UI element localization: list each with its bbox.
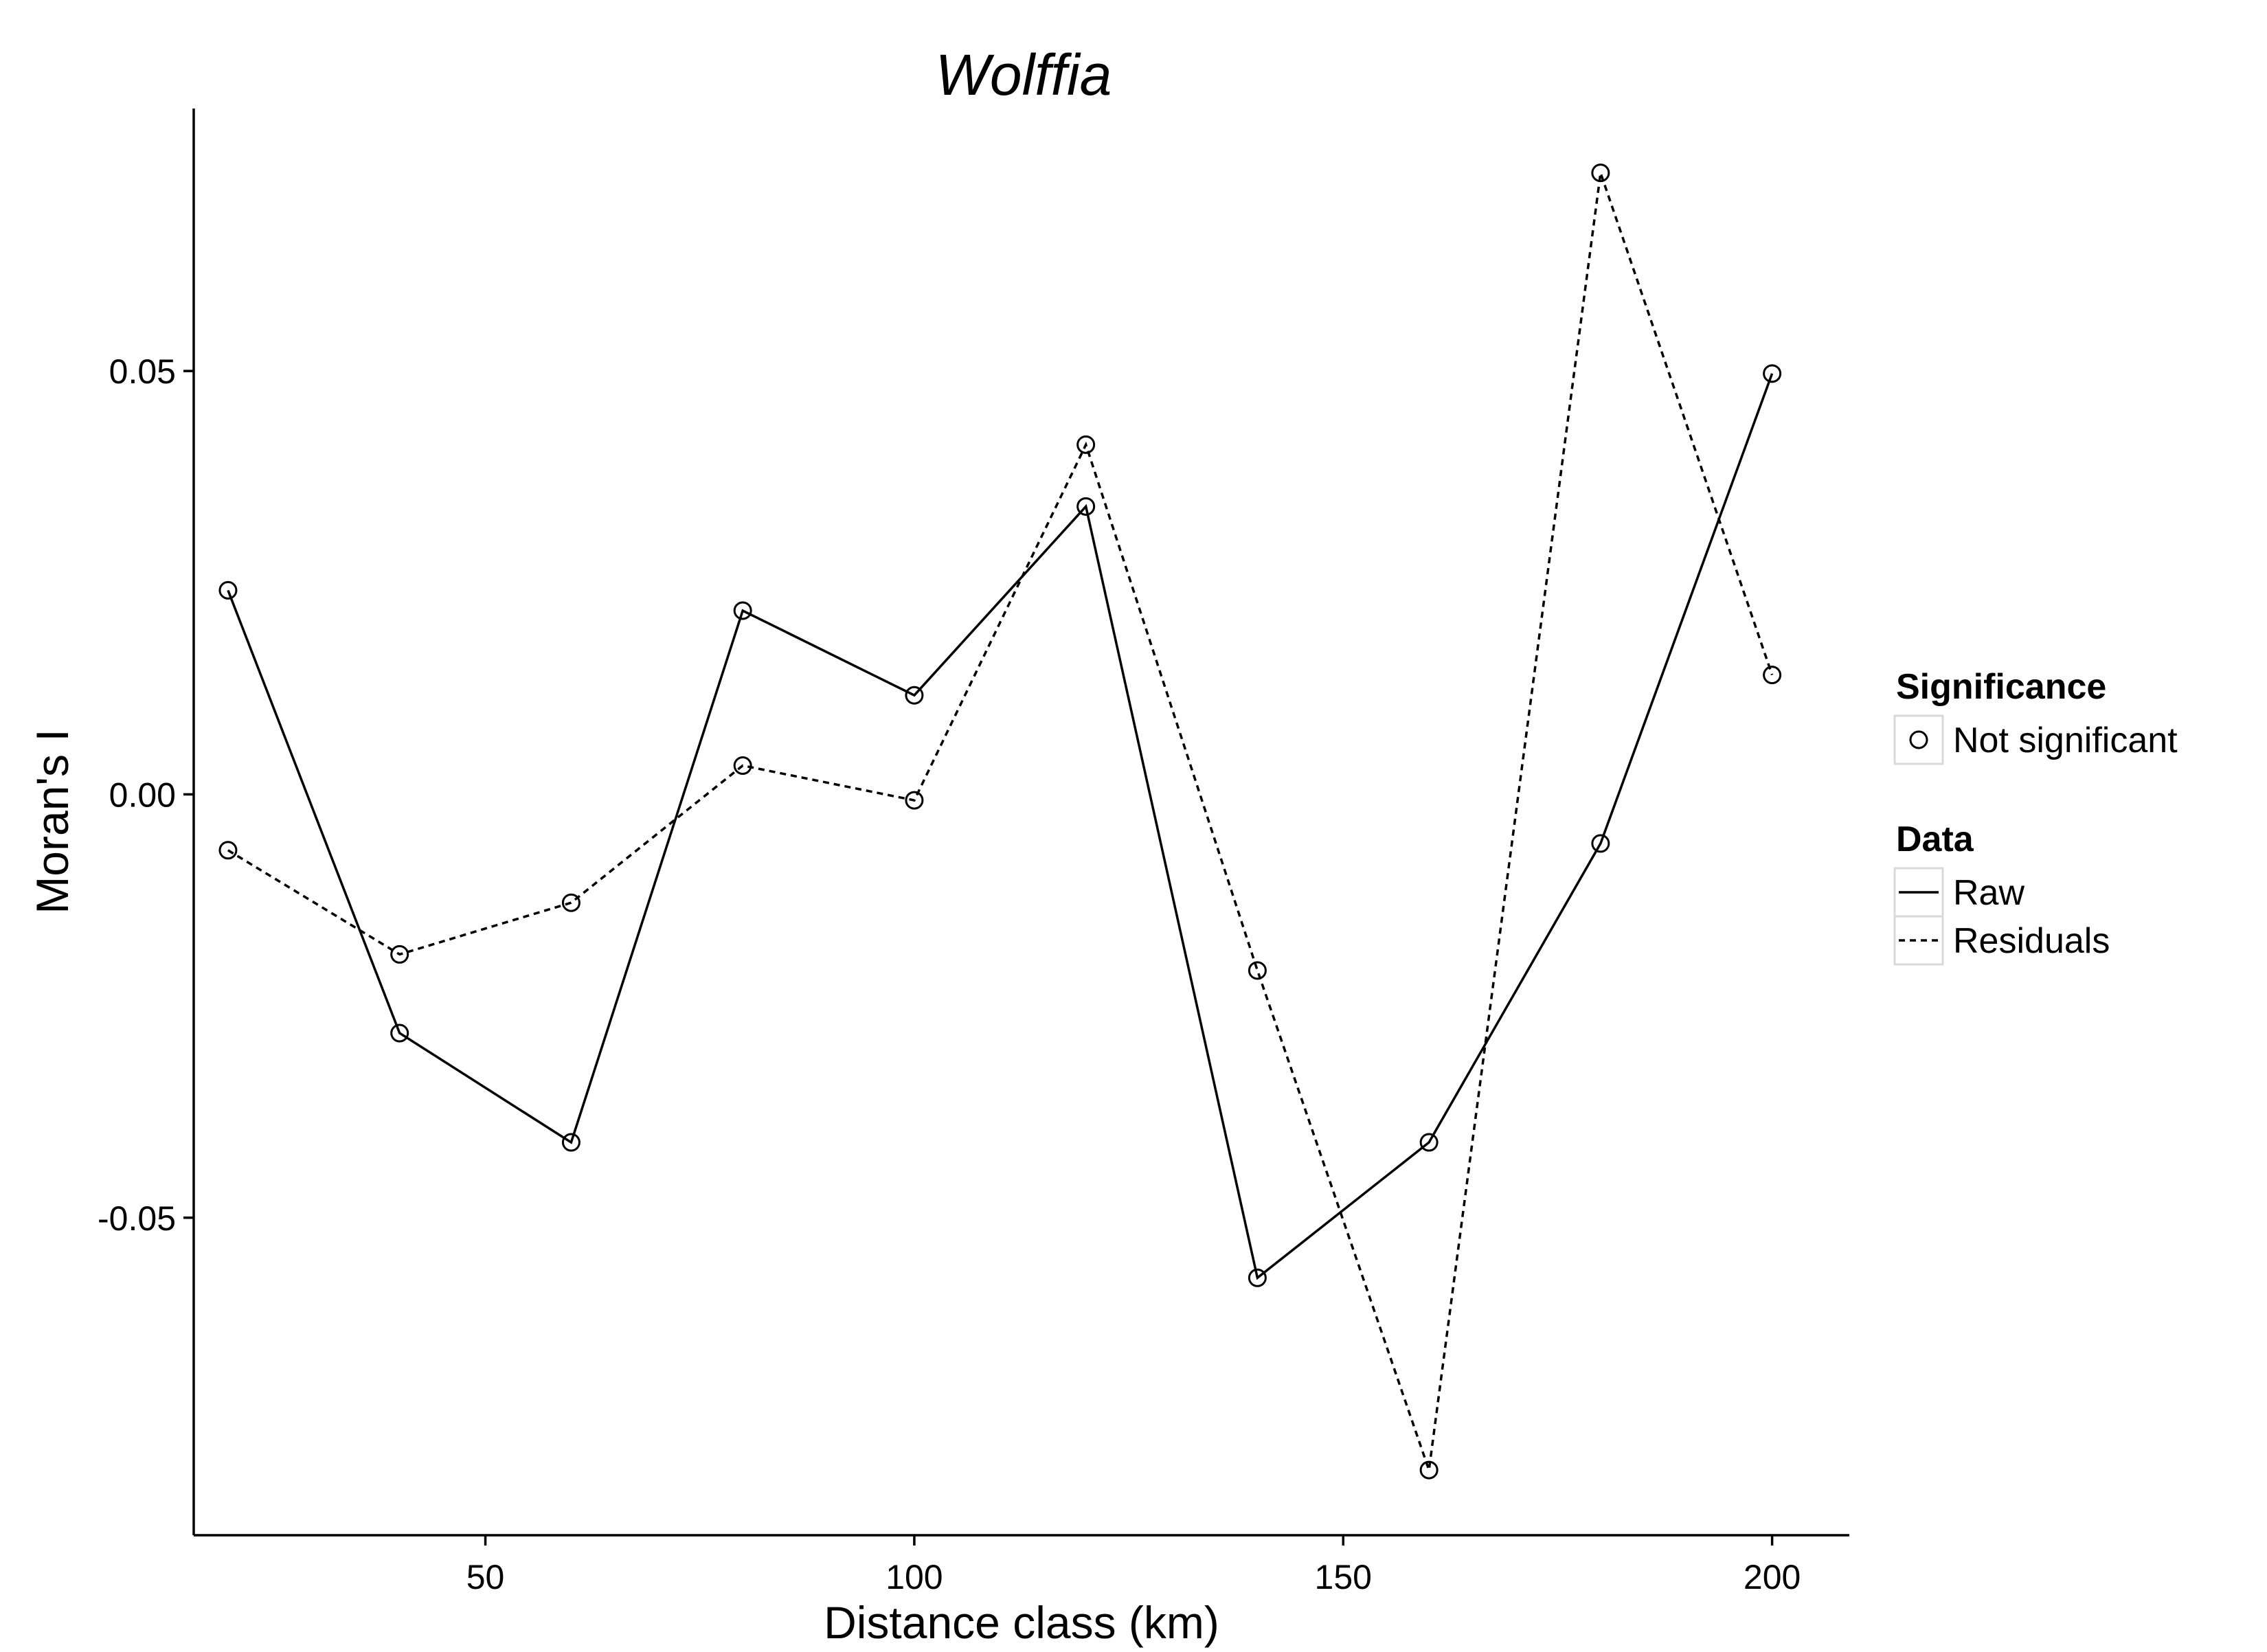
data-point-residuals — [1076, 435, 1096, 454]
data-point-residuals — [1591, 163, 1610, 183]
data-point-residuals — [1248, 961, 1267, 980]
y-tick-label: 0.05 — [109, 352, 176, 391]
data-point-raw — [733, 601, 752, 620]
legend-title-data: Data — [1896, 819, 1974, 859]
data-point-residuals — [905, 791, 924, 810]
y-axis-title: Moran's I — [27, 729, 78, 914]
x-tick-label: 200 — [1744, 1558, 1801, 1596]
x-tick-label: 50 — [466, 1558, 505, 1596]
data-point-residuals — [1763, 666, 1782, 685]
data-point-raw — [390, 1023, 409, 1043]
data-point-residuals — [218, 841, 238, 860]
data-point-raw — [905, 686, 924, 705]
legend-label: Not significant — [1953, 721, 2178, 760]
data-point-raw — [1076, 497, 1096, 516]
data-point-raw — [218, 580, 238, 600]
data-point-residuals — [1419, 1460, 1439, 1480]
data-point-raw — [1591, 834, 1610, 853]
points-layer — [218, 163, 1782, 1480]
data-point-raw — [1419, 1133, 1439, 1152]
data-point-raw — [1763, 364, 1782, 383]
data-point-residuals — [561, 893, 580, 912]
x-tick-label: 150 — [1315, 1558, 1372, 1596]
legend-circle-icon — [1909, 730, 1928, 749]
data-point-residuals — [390, 944, 409, 964]
series-line-raw — [227, 373, 1774, 1280]
series-layer — [227, 172, 1774, 1471]
y-axis-ticks: -0.05 0.00 0.05 — [98, 352, 194, 1238]
legend: Significance Not significant Data Raw Residu… — [1893, 667, 2178, 966]
legend-label: Residuals — [1953, 921, 2110, 961]
x-axis-ticks: 50 100 150 200 — [466, 1535, 1801, 1596]
data-point-raw — [1248, 1268, 1267, 1287]
y-tick-label: -0.05 — [98, 1199, 176, 1238]
series-line-residuals — [227, 172, 1774, 1471]
x-axis-title: Distance class (km) — [824, 1597, 1219, 1648]
legend-label: Raw — [1953, 873, 2024, 913]
legend-title-significance: Significance — [1896, 667, 2106, 707]
data-point-residuals — [733, 756, 752, 776]
data-point-raw — [561, 1133, 580, 1152]
y-tick-label: 0.00 — [109, 776, 176, 814]
legend-key — [1893, 714, 1944, 765]
x-tick-label: 100 — [886, 1558, 943, 1596]
chart-title: Wolffia — [936, 43, 1112, 107]
